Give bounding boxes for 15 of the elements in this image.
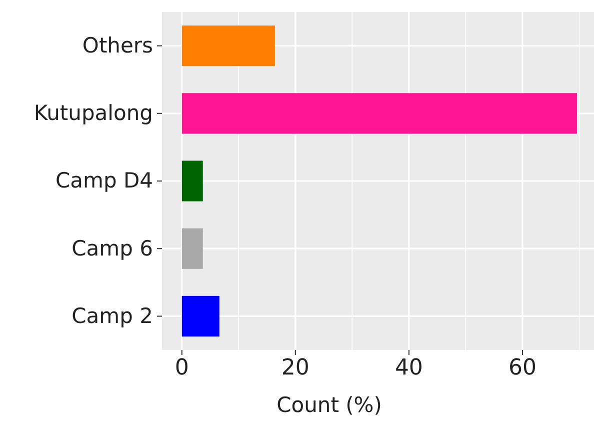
bar [182, 93, 577, 134]
x-tick-label: 40 [394, 356, 423, 381]
bar [182, 228, 203, 269]
bar [182, 296, 220, 336]
x-tick-label: 0 [174, 356, 189, 381]
bar [182, 26, 275, 66]
x-axis-title: Count (%) [276, 393, 382, 417]
y-tick-label: Camp 2 [72, 304, 153, 328]
bar [182, 160, 203, 202]
x-tick-label: 20 [281, 356, 310, 381]
x-tick-label: 60 [508, 356, 536, 381]
y-tick-label: Kutupalong [34, 101, 153, 126]
y-tick-label: Camp D4 [55, 168, 153, 193]
y-tick-label: Camp 6 [72, 236, 153, 260]
y-tick-label: Others [82, 34, 153, 58]
